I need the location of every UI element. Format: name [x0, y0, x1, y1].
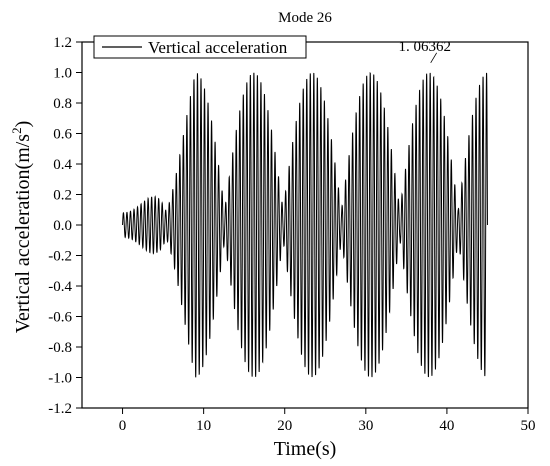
y-axis-title: Vertical acceleration(m/s2) [9, 121, 34, 334]
y-axis-ticks: -1.2 -1.0 -0.8 -0.6 -0.4 -0.2 0.0 0.2 0.4 0.6 0.8 1… [48, 35, 82, 417]
x-tick-label: 30 [358, 418, 373, 434]
legend-box [93, 35, 307, 59]
y-tick-label: -1.2 [48, 401, 72, 417]
annotation-peak-label: 1. 06362 [398, 39, 451, 55]
y-tick-label: -1.0 [48, 371, 72, 387]
y-tick-label: 1.0 [53, 66, 72, 82]
y-tick-label: 0.0 [53, 218, 72, 234]
x-tick-label: 0 [119, 418, 127, 434]
series-layer [122, 72, 488, 378]
y-tick-label: -0.6 [48, 310, 72, 326]
y-tick-label: 0.8 [53, 96, 72, 112]
x-tick-label: 50 [521, 418, 536, 434]
legend: Vertical acceleration [93, 35, 307, 59]
y-tick-label: -0.8 [48, 340, 72, 356]
y-tick-label: -0.2 [48, 249, 72, 265]
x-axis-ticks: 0 10 20 30 40 50 [119, 408, 536, 434]
annotation-leader [430, 52, 438, 64]
x-tick-label: 20 [277, 418, 292, 434]
legend-label: Vertical acceleration [148, 38, 288, 57]
y-axis-title-close: ) [12, 121, 34, 128]
x-tick-label: 10 [196, 418, 211, 434]
y-tick-label: 0.2 [53, 188, 72, 204]
x-tick-label: 40 [439, 418, 454, 434]
y-tick-label: 0.6 [53, 127, 72, 143]
y-axis-title-main: Vertical acceleration(m/s [12, 134, 34, 334]
annotations: 1. 06362 [398, 39, 451, 64]
series-line-vertical-acceleration [122, 72, 488, 378]
y-tick-label: -0.4 [48, 279, 72, 295]
y-tick-label: 0.4 [53, 157, 72, 173]
y-axis-title-superscript: 2 [9, 127, 24, 134]
chart-title: Mode 26 [278, 10, 332, 26]
x-axis-title: Time(s) [274, 438, 337, 460]
y-tick-label: 1.2 [53, 35, 72, 51]
